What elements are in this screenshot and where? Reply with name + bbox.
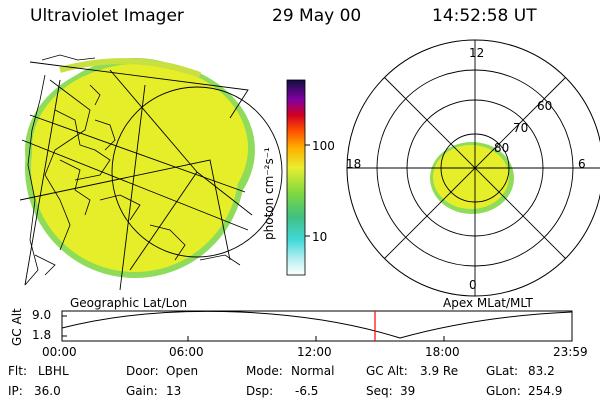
apex-panel-label: Apex MLat/MLT <box>443 296 533 310</box>
status-seq-key: Seq: <box>366 384 393 398</box>
status-gain-key: Gain: <box>126 384 158 398</box>
colorbar-tick-10: 10 <box>312 230 328 244</box>
xtick-2359: 23:59 <box>553 345 588 359</box>
status-seq-value: 39 <box>400 384 416 398</box>
status-mode-value: Normal <box>291 364 335 378</box>
altitude-ylabel: GC Alt <box>10 308 24 346</box>
mlt-label-18: 18 <box>346 157 362 171</box>
lat-label-80: 80 <box>494 141 510 155</box>
colorbar <box>286 79 310 276</box>
status-ip-key: IP: <box>8 384 23 398</box>
status-dsp-key: Dsp: <box>246 384 274 398</box>
status-door-key: Door: <box>126 364 159 378</box>
date-label: 29 May 00 <box>272 6 362 26</box>
time-label: 14:52:58 UT <box>432 6 537 26</box>
colorbar-tick-100: 100 <box>312 139 335 153</box>
status-dsp-value: -6.5 <box>295 384 319 398</box>
status-door-value: Open <box>166 364 199 378</box>
status-filter-key: Flt: <box>8 364 27 378</box>
status-glon-value: 254.9 <box>528 384 563 398</box>
status-ip-value: 36.0 <box>34 384 61 398</box>
xtick-00: 00:00 <box>42 345 77 359</box>
instrument-title: Ultraviolet Imager <box>30 6 184 26</box>
mlt-label-0: 0 <box>469 278 477 292</box>
xtick-12: 12:00 <box>297 345 332 359</box>
status-gain-value: 13 <box>166 384 182 398</box>
altitude-ytick-9: 9.0 <box>32 308 52 322</box>
status-glat-value: 83.2 <box>528 364 555 378</box>
mlt-label-12: 12 <box>469 46 485 60</box>
mlt-label-6: 6 <box>578 157 586 171</box>
status-glon-key: GLon: <box>486 384 521 398</box>
xtick-18: 18:00 <box>425 345 460 359</box>
lat-label-60: 60 <box>537 99 553 113</box>
status-filter-value: LBHL <box>38 364 69 378</box>
status-gcalt-key: GC Alt: <box>366 364 408 378</box>
status-gcalt-value: 3.9 Re <box>420 364 459 378</box>
lat-label-70: 70 <box>513 121 529 135</box>
colorbar-unit-label: photon cm⁻²s⁻¹ <box>262 147 276 240</box>
status-glat-key: GLat: <box>486 364 519 378</box>
polar-plot <box>346 39 600 297</box>
xtick-06: 06:00 <box>169 345 204 359</box>
altitude-plot <box>61 310 573 342</box>
altitude-ytick-1.8: 1.8 <box>32 328 52 342</box>
status-mode-key: Mode: <box>246 364 283 378</box>
geographic-panel-label: Geographic Lat/Lon <box>70 296 188 310</box>
geographic-image <box>19 54 283 291</box>
